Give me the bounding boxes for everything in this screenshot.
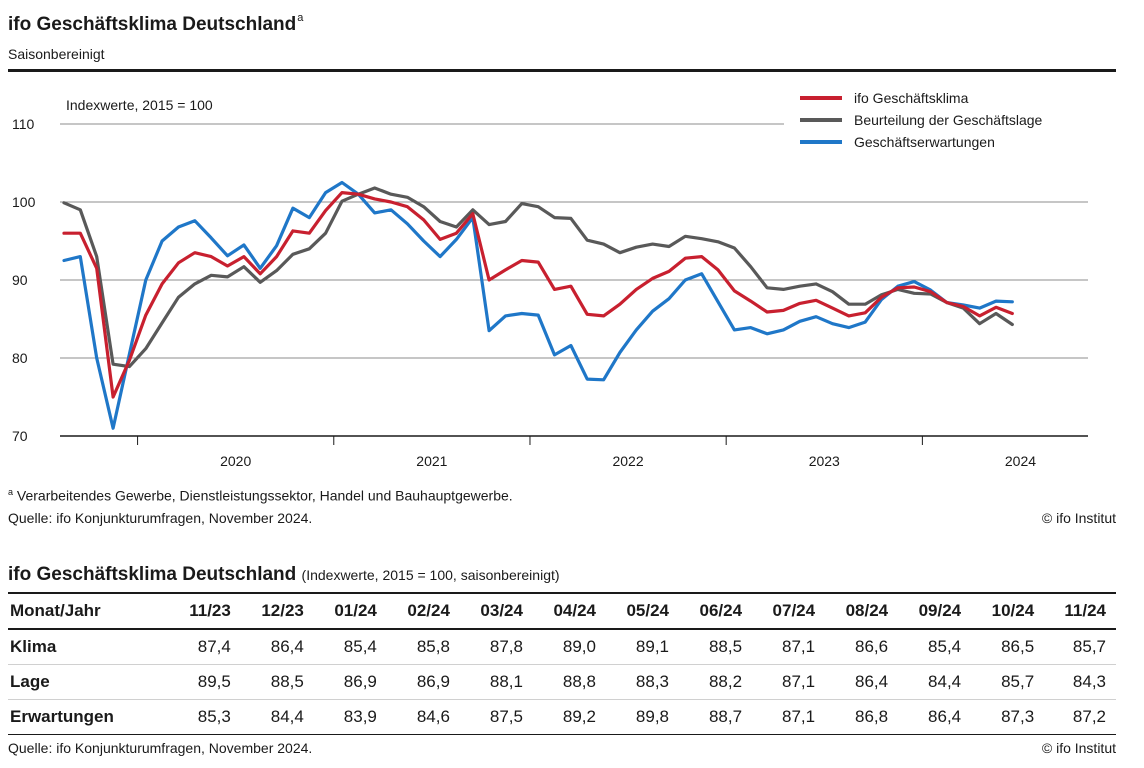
x-tick-label: 2021 [416, 453, 447, 469]
series-line [62, 180, 1014, 430]
table-cell: 88,7 [708, 707, 743, 726]
x-tick-label: 2020 [220, 453, 251, 469]
table-cell: 89,2 [562, 707, 596, 726]
table-column-header: 07/24 [772, 601, 816, 620]
legend-label: Beurteilung der Geschäftslage [854, 112, 1043, 128]
footnote-marker: a [8, 487, 14, 497]
footnote: a Verarbeitendes Gewerbe, Dienstleistung… [8, 487, 513, 504]
unit-label: Indexwerte, 2015 = 100 [66, 97, 213, 113]
y-tick-label: 90 [12, 272, 28, 288]
table-cell: 84,4 [928, 672, 962, 691]
table-cell: 89,5 [197, 672, 231, 691]
chart-title: ifo Geschäftsklima Deutschlanda [8, 12, 304, 35]
table-column-header: 08/24 [845, 601, 889, 620]
table-cell: 86,5 [1001, 637, 1035, 656]
table-cell: 86,4 [928, 707, 962, 726]
table-column-header: 02/24 [407, 601, 450, 620]
table-row-label: Klima [10, 637, 57, 656]
table-cell: 85,8 [416, 637, 450, 656]
chart-subtitle: Saisonbereinigt [8, 46, 105, 62]
table-cell: 88,3 [635, 672, 670, 691]
table-cell: 88,5 [708, 637, 743, 656]
table-cell: 88,2 [708, 672, 743, 691]
table-cell: 87,2 [1072, 707, 1106, 726]
table-top-rule [8, 592, 1116, 594]
table-subtitle: (Indexwerte, 2015 = 100, saisonbereinigt… [301, 567, 560, 583]
table-column-header: 09/24 [918, 601, 962, 620]
chart-source: Quelle: ifo Konjunkturumfragen, November… [8, 510, 313, 526]
table-cell: 85,4 [928, 637, 962, 656]
table-cell: 88,8 [562, 672, 596, 691]
table-header-row: Monat/Jahr 11/23 12/23 01/24 02/24 03/24 04/2… [8, 594, 1116, 629]
series-line [62, 186, 1014, 369]
table-cell: 88,5 [270, 672, 304, 691]
table-column-header: 11/24 [1064, 601, 1106, 620]
table-cell: 86,8 [855, 707, 889, 726]
table-column-header: 05/24 [626, 601, 670, 620]
table-header-label: Monat/Jahr [10, 601, 101, 620]
table-row-label: Lage [10, 672, 50, 691]
table-column-header: 12/23 [261, 601, 304, 620]
table-cell: 84,3 [1072, 672, 1106, 691]
table-column-header: 06/24 [699, 601, 743, 620]
table-copyright: © ifo Institut [1041, 740, 1116, 756]
table-cell: 87,1 [781, 707, 816, 726]
title-rule [8, 69, 1116, 72]
table-cell: 86,9 [416, 672, 450, 691]
table-cell: 89,1 [635, 637, 670, 656]
series-line [62, 190, 1014, 399]
table-row: Klima 87,4 86,4 85,4 85,8 87,8 89,0 89,1 88,5 87,… [8, 629, 1116, 665]
table-column-header: 04/24 [553, 601, 596, 620]
table-cell: 86,9 [343, 672, 377, 691]
data-table: Monat/Jahr 11/23 12/23 01/24 02/24 03/24 04/2… [8, 594, 1116, 735]
table-column-header: 11/23 [189, 601, 231, 620]
table-cell: 84,6 [416, 707, 450, 726]
table-cell: 83,9 [343, 707, 377, 726]
table-source: Quelle: ifo Konjunkturumfragen, November… [8, 740, 313, 756]
chart-copyright: © ifo Institut [1041, 510, 1116, 526]
table-cell: 85,3 [197, 707, 231, 726]
y-tick-label: 100 [12, 194, 36, 210]
line-chart: 70 80 90 100 110 2020 2021 2022 2023 2024 Indexwer… [12, 90, 1088, 469]
table-cell: 88,1 [489, 672, 523, 691]
legend-label: Geschäftserwartungen [854, 134, 995, 150]
table-cell: 87,4 [197, 637, 231, 656]
table-cell: 85,4 [343, 637, 377, 656]
y-tick-label: 110 [12, 116, 35, 132]
table-column-header: 03/24 [480, 601, 523, 620]
title-footnote-marker: a [297, 12, 304, 24]
table-cell: 86,4 [270, 637, 304, 656]
table-title: ifo Geschäftsklima Deutschland (Indexwer… [8, 564, 560, 585]
table-column-header: 01/24 [334, 601, 377, 620]
y-tick-label: 70 [12, 428, 28, 444]
x-tick-label: 2022 [612, 453, 643, 469]
table-row-label: Erwartungen [10, 707, 114, 726]
table-cell: 89,0 [562, 637, 596, 656]
table-cell: 84,4 [270, 707, 304, 726]
table-row: Lage 89,5 88,5 86,9 86,9 88,1 88,8 88,3 88,2 87,1… [8, 665, 1116, 700]
legend-label: ifo Geschäftsklima [854, 90, 969, 106]
table-cell: 85,7 [1001, 672, 1035, 691]
table-cell: 87,1 [781, 637, 816, 656]
y-tick-label: 80 [12, 350, 28, 366]
table-cell: 86,6 [855, 637, 889, 656]
table-cell: 87,5 [489, 707, 523, 726]
table-cell: 87,3 [1001, 707, 1035, 726]
table-cell: 87,8 [489, 637, 523, 656]
x-tick-label: 2024 [1005, 453, 1036, 469]
table-cell: 85,7 [1072, 637, 1106, 656]
table-cell: 89,8 [635, 707, 670, 726]
table-cell: 86,4 [855, 672, 889, 691]
table-column-header: 10/24 [991, 601, 1035, 620]
table-row: Erwartungen 85,3 84,4 83,9 84,6 87,5 89,2 89,8 8… [8, 700, 1116, 735]
x-tick-label: 2023 [809, 453, 840, 469]
table-cell: 87,1 [781, 672, 816, 691]
